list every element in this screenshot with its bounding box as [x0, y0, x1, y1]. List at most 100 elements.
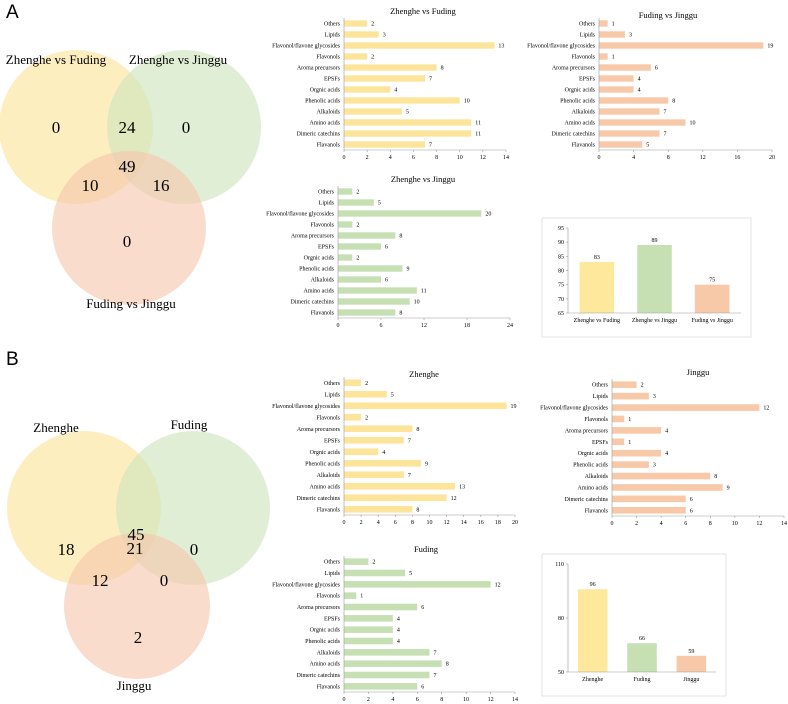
chart-b3-value-label: 1 [360, 594, 363, 600]
chart-a1-x-tick-label: 6 [412, 155, 415, 161]
chart-a4-category-label: Zhenghe vs Jinggu [632, 318, 677, 324]
chart-b2-bar [612, 381, 637, 389]
chart-b2-category-label: Alkaloids [585, 474, 609, 480]
chart-a1-bar [344, 86, 391, 93]
chart-b3-category-label: EPSFs [324, 616, 341, 622]
venn-b-count-only3: 2 [134, 628, 143, 647]
chart-b3-title: Fuding [414, 544, 439, 554]
chart-b2-x-tick-label: 8 [709, 521, 712, 527]
chart-b1-x-tick-label: 20 [512, 520, 518, 526]
chart-b3-value-label: 6 [421, 605, 424, 611]
chart-b3-x-tick-label: 10 [463, 697, 469, 703]
chart-a4-bar [637, 245, 672, 313]
chart-a2-value-label: 7 [664, 110, 667, 116]
chart-b3-category-label: Flavonols [316, 594, 340, 600]
chart-b1-bar [344, 402, 507, 410]
chart-b1-x-tick-label: 18 [495, 520, 501, 526]
chart-a3-bar [338, 199, 374, 206]
chart-a1-bar [344, 64, 437, 71]
chart-a2-category-label: Flavanols [572, 143, 596, 149]
chart-a2-value-label: 6 [655, 66, 658, 72]
chart-a4-bar [579, 262, 615, 313]
chart-a3-value-label: 2 [356, 190, 359, 196]
chart-a3-value-label: 9 [407, 267, 410, 273]
chart-b1-bar [344, 482, 456, 490]
chart-a3-x-tick-label: 24 [507, 323, 513, 329]
venn-b-count-only2: 0 [190, 540, 199, 559]
chart-a2-bar [599, 97, 669, 104]
chart-a1-bar [344, 141, 425, 148]
chart-b4-bar [676, 655, 707, 672]
venn-b-count-r13: 12 [92, 571, 109, 590]
chart-b1-category-label: Phenolic acids [305, 461, 340, 467]
chart-b1-value-label: 7 [408, 438, 411, 444]
chart-b1-x-tick-label: 2 [360, 520, 363, 526]
chart-a1-x-tick-label: 8 [435, 155, 438, 161]
chart-a2-value-label: 10 [690, 121, 696, 127]
chart-a1-value-label: 7 [429, 77, 432, 83]
chart-a2-x-tick-label: 16 [734, 155, 740, 161]
chart-b1-value-label: 7 [408, 473, 411, 479]
chart-b1-value-label: 2 [365, 415, 368, 421]
chart-b2-category-label: Flavanols [585, 508, 609, 514]
chart-a2-value-label: 1 [612, 22, 615, 28]
chart-a2-category-label: Flavonols [571, 55, 595, 61]
chart-a2-x-tick-label: 4 [632, 155, 635, 161]
chart-b2-value-label: 6 [690, 508, 693, 514]
chart-a3-x-tick-label: 6 [380, 323, 383, 329]
chart-a1-category-label: Aroma precursors [297, 66, 341, 72]
chart-b4-frame [541, 553, 727, 697]
chart-a2-bar [599, 42, 764, 49]
chart-a4-y-tick-label: 80 [558, 269, 564, 275]
chart-b3-bar [344, 558, 369, 565]
chart-b4-value-label: 59 [688, 649, 694, 655]
chart-b1-value-label: 8 [416, 427, 419, 433]
chart-a3-bar [338, 265, 403, 272]
chart-b2-value-label: 3 [653, 463, 656, 469]
chart-a1-category-label: EPSFs [324, 77, 341, 83]
chart-a1-value-label: 7 [429, 143, 432, 149]
chart-b1-category-label: Flavonol/flavone glycosides [272, 403, 340, 410]
chart-a3-category-label: Lipids [319, 201, 335, 207]
chart-a2-bar [599, 141, 643, 148]
chart-b2-value-label: 1 [628, 440, 631, 446]
chart-b3-x-tick-label: 2 [367, 697, 370, 703]
chart-b2-bar [612, 438, 625, 446]
chart-b2-bar [612, 404, 760, 411]
chart-b1-x-tick-label: 10 [427, 520, 433, 526]
chart-a2-x-tick-label: 12 [700, 155, 706, 161]
chart-b2-title: Jinggu [687, 367, 710, 377]
chart-a3-category-label: Dimeric catechins [291, 300, 335, 306]
chart-b3-category-label: Phenolic acids [305, 639, 340, 645]
chart-b2-value-label: 9 [727, 485, 730, 491]
chart-b1-value-label: 12 [451, 496, 457, 502]
chart-b1-category-label: Aroma precursors [297, 427, 341, 433]
chart-a2-x-tick-label: 20 [769, 155, 775, 161]
chart-b2-value-label: 3 [653, 394, 656, 400]
chart-a1-category-label: Flavanols [317, 143, 341, 149]
chart-a1-category-label: Alkaloids [317, 110, 341, 116]
chart-b4-category-label: Zhenghe [582, 677, 603, 683]
chart-a2-bar [599, 64, 651, 71]
chart-b3-category-label: Amino acids [310, 662, 341, 668]
chart-a2-bar [599, 75, 634, 82]
chart-a3-title: Zhenghe vs Jinggu [391, 174, 456, 184]
chart-b3-category-label: Others [324, 560, 341, 566]
chart-a2-category-label: Amino acids [565, 121, 596, 127]
chart-b4-bar [577, 589, 608, 672]
chart-a1-x-tick-label: 4 [389, 155, 392, 161]
chart-b2-x-tick-label: 6 [684, 521, 687, 527]
chart-b3-category-label: Aroma precursors [297, 605, 341, 611]
chart-b1-bar [344, 436, 404, 444]
venn-a-set-label-3: Fuding vs Jinggu [86, 296, 176, 311]
chart-a1-bar [344, 97, 460, 104]
chart-b1-value-label: 5 [391, 392, 394, 398]
chart-b3-x-tick-label: 14 [512, 697, 518, 703]
chart-a2-bar [599, 31, 625, 38]
chart-b3-category-label: Orgnic acids [310, 628, 341, 634]
chart-b3-bar [344, 569, 406, 577]
chart-b3-value-label: 7 [434, 650, 437, 656]
chart-b1-category-label: EPSFs [324, 438, 341, 444]
chart-b3-value-label: 4 [397, 628, 400, 634]
